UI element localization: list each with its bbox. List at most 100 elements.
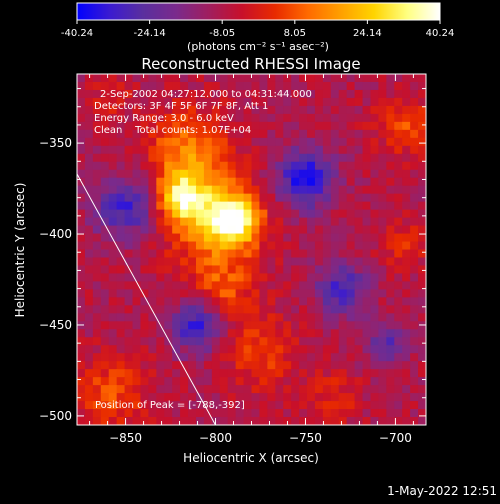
heatmap-cell — [77, 241, 86, 251]
heatmap-cell — [307, 297, 316, 306]
heatmap-cell — [180, 145, 189, 155]
heatmap-cell — [370, 417, 380, 425]
heatmap-cell — [77, 377, 86, 386]
heatmap-cell — [291, 97, 300, 107]
heatmap-cell — [203, 353, 213, 362]
heatmap-cell — [243, 361, 253, 370]
heatmap-cell — [132, 257, 142, 267]
heatmap-cell — [330, 257, 340, 267]
heatmap-cell — [188, 145, 197, 155]
heatmap-cell — [235, 193, 245, 203]
heatmap-cell — [172, 281, 181, 290]
heatmap-cell — [322, 409, 332, 418]
heatmap-cell — [314, 345, 324, 354]
heatmap-cell — [362, 129, 372, 139]
heatmap-cell — [188, 321, 197, 330]
heatmap-cell — [124, 89, 134, 99]
heatmap-cell — [180, 409, 189, 418]
heatmap-cell — [235, 313, 245, 322]
heatmap-cell — [307, 281, 316, 290]
heatmap-cell — [394, 409, 403, 418]
heatmap-cell — [164, 329, 173, 338]
heatmap-cell — [259, 113, 268, 123]
heatmap-cell — [203, 345, 213, 354]
heatmap-cell — [180, 177, 189, 187]
heatmap-cell — [362, 113, 372, 123]
heatmap-cell — [283, 153, 292, 163]
heatmap-cell — [259, 281, 268, 290]
colorbar-tick-label: -40.24 — [61, 28, 93, 39]
heatmap-cell — [370, 153, 380, 163]
heatmap-cell — [77, 185, 86, 195]
heatmap-cell — [299, 377, 308, 386]
heatmap-cell — [211, 169, 221, 179]
heatmap-cell — [354, 289, 364, 298]
heatmap-cell — [338, 385, 348, 394]
heatmap-cell — [148, 361, 157, 370]
heatmap-cell — [148, 225, 157, 235]
heatmap-cell — [346, 281, 356, 290]
heatmap-cell — [203, 393, 213, 402]
heatmap-cell — [164, 337, 173, 346]
heatmap-cell — [386, 393, 395, 402]
heatmap-cell — [283, 129, 292, 139]
heatmap-cell — [338, 233, 348, 243]
heatmap-cell — [195, 369, 205, 378]
heatmap-cell — [124, 361, 134, 370]
heatmap-cell — [267, 74, 276, 83]
heatmap-cell — [402, 265, 411, 275]
heatmap-cell — [378, 97, 387, 107]
heatmap-cell — [362, 361, 372, 370]
heatmap-cell — [140, 153, 149, 163]
heatmap-cell — [219, 321, 229, 330]
heatmap-cell — [203, 105, 213, 115]
heatmap-cell — [235, 417, 245, 425]
heatmap-cell — [108, 225, 118, 235]
heatmap-cell — [378, 337, 387, 346]
heatmap-cell — [410, 153, 419, 163]
heatmap-cell — [124, 265, 134, 275]
heatmap-cell — [299, 313, 308, 322]
heatmap-cell — [180, 257, 189, 267]
limb-line — [77, 173, 216, 425]
heatmap-cell — [227, 81, 237, 91]
heatmap-cell — [203, 305, 213, 314]
heatmap-cell — [354, 89, 364, 99]
heatmap-cell — [172, 105, 181, 115]
heatmap-cell — [386, 417, 395, 425]
heatmap-cell — [307, 273, 316, 283]
heatmap-cell — [188, 201, 197, 211]
heatmap-cell — [203, 153, 213, 163]
heatmap-cell — [251, 305, 261, 314]
heatmap-cell — [172, 129, 181, 139]
heatmap-cell — [394, 74, 403, 83]
heatmap-cell — [362, 297, 372, 306]
heatmap-cell — [156, 401, 165, 410]
heatmap-cell — [203, 329, 213, 338]
heatmap-cell — [164, 281, 173, 290]
heatmap-cell — [378, 137, 387, 147]
heatmap-cell — [164, 369, 173, 378]
heatmap-cell — [259, 177, 268, 187]
heatmap-cell — [227, 393, 237, 402]
heatmap-cell — [338, 345, 348, 354]
heatmap-cell — [267, 361, 276, 370]
heatmap-cell — [267, 345, 276, 354]
heatmap-cell — [330, 321, 340, 330]
heatmap-cell — [164, 129, 173, 139]
heatmap-cell — [267, 81, 276, 91]
heatmap-cell — [100, 81, 110, 91]
heatmap-cell — [283, 361, 292, 370]
heatmap-cell — [314, 273, 324, 283]
heatmap-cell — [259, 209, 268, 219]
heatmap-cell — [195, 129, 205, 139]
heatmap-cell — [418, 121, 426, 131]
heatmap-cell — [84, 385, 94, 394]
heatmap-cell — [116, 113, 126, 123]
heatmap-cell — [172, 409, 181, 418]
heatmap-cell — [346, 313, 356, 322]
heatmap-cell — [394, 305, 403, 314]
heatmap-cell — [291, 321, 300, 330]
colorbar-tick-label: 40.24 — [426, 28, 455, 39]
heatmap-cell — [124, 281, 134, 290]
